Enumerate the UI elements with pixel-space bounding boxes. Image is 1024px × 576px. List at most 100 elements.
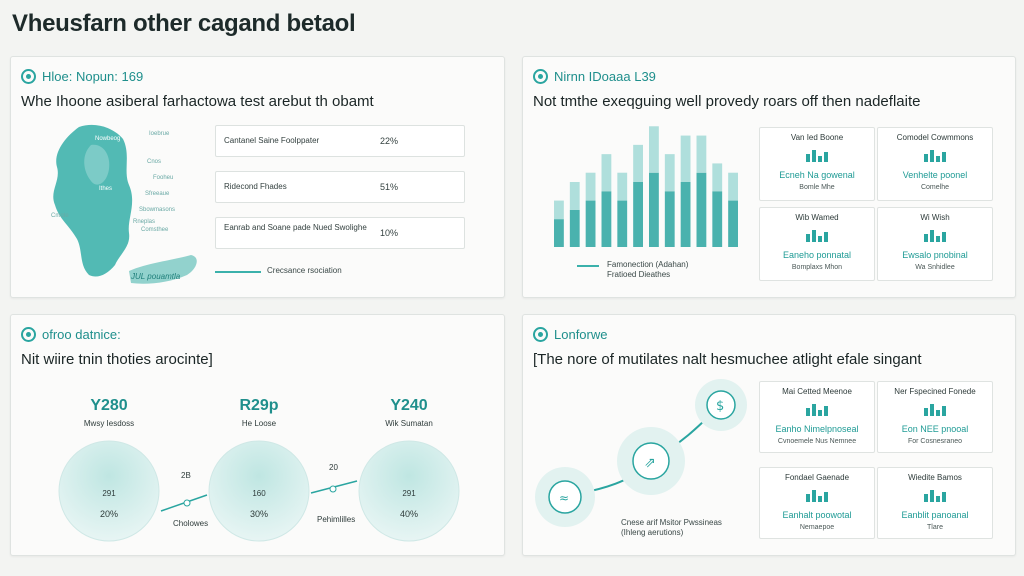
card-value: Ewsalo pnobinal xyxy=(902,250,968,260)
stat-row: Ridecond Fhades 51% xyxy=(215,171,465,203)
metric-card: Wib Wamed Eaneho ponnatal Bomplaxs Mhon xyxy=(759,207,875,281)
map-label: Cmote xyxy=(51,213,69,219)
card-title: Wi Wish xyxy=(920,213,950,222)
bar-segment xyxy=(728,172,738,201)
stat-label: Ridecond Fhades xyxy=(224,182,287,191)
bar-segment xyxy=(649,126,659,173)
bar-segment xyxy=(569,209,580,247)
flow-circle xyxy=(706,390,736,420)
stacked-bar-chart xyxy=(554,126,738,247)
bar-segment xyxy=(617,172,628,201)
target-icon xyxy=(21,327,36,342)
trend-icon: ⇗ xyxy=(644,455,656,471)
flow-panel: Lonforwe [The nore of mutilates nalt hes… xyxy=(522,314,1016,556)
connector-node xyxy=(183,499,191,507)
stat-value: 51% xyxy=(380,182,399,192)
bar-segment xyxy=(696,135,707,173)
card-sub: Cvnoemele Nus Nemnee xyxy=(777,438,857,445)
chart-icon xyxy=(922,228,948,244)
target-icon xyxy=(533,69,548,84)
bars-subtitle: Not tmthe exeqguing well provedy roars o… xyxy=(533,93,921,110)
card-value: Eon NEE pnooal xyxy=(901,424,969,434)
donut-percent: 20% xyxy=(99,509,118,519)
map-label: Comsthee xyxy=(141,227,169,233)
card-title: Ner Fspecined Fonede xyxy=(894,387,976,396)
region-map: Nowbeog Ioebrue Ithes Cnos Fooheu Sfreea… xyxy=(51,124,197,284)
chart-icon xyxy=(922,402,948,418)
map-island-shape xyxy=(129,255,197,284)
map-label: Sfreeaue xyxy=(145,191,170,197)
bar-segment xyxy=(664,191,675,247)
bar-segment xyxy=(649,172,659,247)
legend-line xyxy=(577,265,599,267)
card-value: Eanhalt poowotal xyxy=(782,510,852,520)
card-title: Mai Cetted Meenoe xyxy=(782,387,852,396)
bars-panel-heading: Nirnn IDoaaa L39 xyxy=(533,69,656,84)
metric-card: Fondael Gaenade Eanhalt poowotal Nemaepo… xyxy=(759,467,875,539)
donut-value: Y280 xyxy=(90,397,128,414)
bar-segment xyxy=(569,182,580,210)
flow-subtitle: [The nore of mutilates nalt hesmuchee at… xyxy=(533,351,922,368)
card-title: Comodel Cowmmons xyxy=(896,133,974,142)
bar-segment xyxy=(554,219,564,247)
donuts-panel-heading: ofroo datnice: xyxy=(21,327,121,342)
donut-graphics xyxy=(58,440,460,542)
bar-segment xyxy=(696,172,707,247)
card-sub: Tlare xyxy=(927,524,943,531)
connector-node xyxy=(329,485,337,493)
chart-icon xyxy=(922,488,948,504)
bar-segment xyxy=(585,172,596,201)
stat-label: Cantanel Saine Foolppater xyxy=(224,136,320,145)
chart-icon xyxy=(804,402,830,418)
donuts-heading-text: ofroo datnice: xyxy=(42,327,121,342)
legend-label: Famonection (Adahan) xyxy=(607,260,689,269)
legend-line xyxy=(215,271,261,273)
card-sub: Wa Snhidlee xyxy=(915,264,955,271)
card-sub: For Cosnesraneo xyxy=(907,438,963,445)
bars-panel: Nirnn IDoaaa L39 Not tmthe exeqguing wel… xyxy=(522,56,1016,298)
card-value: Eanho Nimelpnoseal xyxy=(775,424,859,434)
metric-card: Wiedite Bamos Eanblit panoanal Tlare xyxy=(877,467,993,539)
map-panel: Hloe: Nopun: 169 Whe Ihoone asiberal far… xyxy=(10,56,505,298)
donut-circle xyxy=(358,440,460,542)
map-region-shape-2 xyxy=(84,144,110,185)
map-subtitle: Whe Ihoone asiberal farhactowa test areb… xyxy=(21,93,374,110)
donut-count: 160 xyxy=(252,489,266,498)
map-label: Fooheu xyxy=(153,175,173,181)
donut-value: Y240 xyxy=(390,397,428,414)
card-title: Fondael Gaenade xyxy=(784,473,850,482)
map-label: Cnos xyxy=(147,159,161,165)
bar-segment xyxy=(680,135,691,182)
metric-card: Ner Fspecined Fonede Eon NEE pnooal For … xyxy=(877,381,993,453)
card-title: Van Ied Boone xyxy=(790,133,844,142)
map-label: Ithes xyxy=(99,186,112,192)
card-value: Eanblit panoanal xyxy=(901,510,969,520)
bar-segment xyxy=(585,200,596,247)
metric-card: Mai Cetted Meenoe Eanho Nimelpnoseal Cvn… xyxy=(759,381,875,453)
target-icon xyxy=(533,327,548,342)
legend-label: Crecsance rsociation xyxy=(267,266,342,275)
donuts-subtitle: Nit wiire tnin thoties arocinte] xyxy=(21,351,213,368)
map-label: JUL pouamtla xyxy=(130,272,181,281)
bars-heading-text: Nirnn IDoaaa L39 xyxy=(554,69,656,84)
bar-segment xyxy=(601,154,612,192)
map-heading-text: Hloe: Nopun: 169 xyxy=(42,69,144,84)
bar-segment xyxy=(633,182,643,247)
bar-segment xyxy=(728,200,738,247)
donut-label: Wik Sumatan xyxy=(385,419,433,428)
target-icon xyxy=(21,69,36,84)
donut-percent: 40% xyxy=(399,509,418,519)
donut-label: Mwsy Iesdoss xyxy=(83,419,135,428)
card-sub: Comelhe xyxy=(920,184,949,191)
card-value: Ecneh Na gowenal xyxy=(779,170,855,180)
metric-card: Van Ied Boone Ecneh Na gowenal Bomle Mhe xyxy=(759,127,875,201)
map-panel-heading: Hloe: Nopun: 169 xyxy=(21,69,143,84)
donut-percent: 30% xyxy=(249,509,268,519)
metric-card: Comodel Cowmmons Venhelte poonel Comelhe xyxy=(877,127,993,201)
stat-row: Cantanel Saine Foolppater 22% xyxy=(215,125,465,157)
card-title: Wiedite Bamos xyxy=(908,473,962,482)
donut-value: R29p xyxy=(239,397,279,414)
donuts-panel: ofroo datnice: Nit wiire tnin thoties ar… xyxy=(10,314,505,556)
connector-label: Cholowes xyxy=(173,519,209,528)
bar-segment xyxy=(712,163,723,192)
